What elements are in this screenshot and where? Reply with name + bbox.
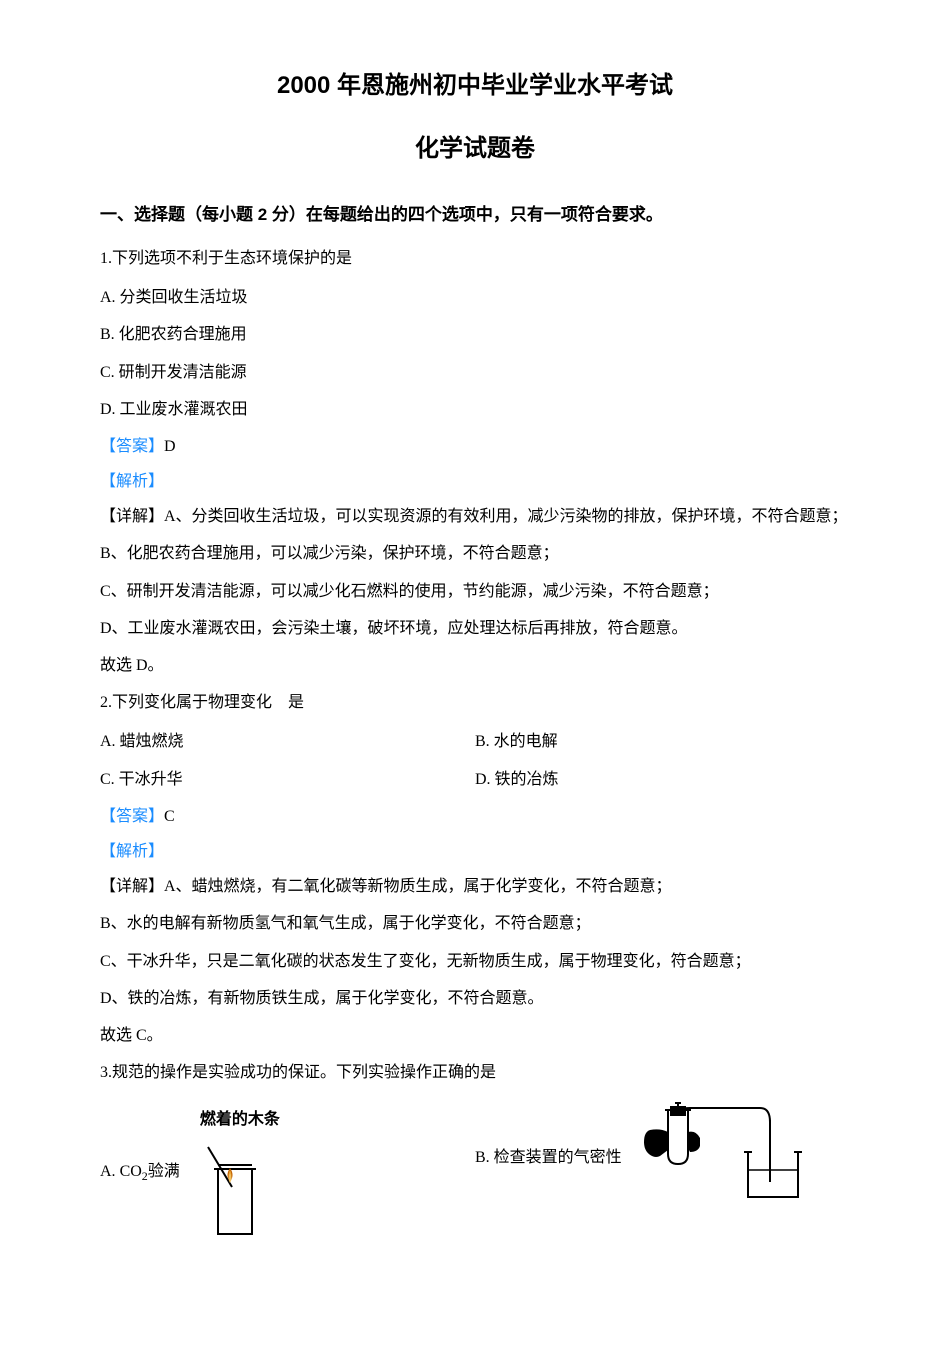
q1-analysis-label: 【解析】	[100, 464, 850, 499]
q1-answer-label: 【答案】	[100, 438, 164, 455]
q1-option-c: C. 研制开发清洁能源	[100, 355, 850, 390]
airtightness-setup-icon	[630, 1102, 810, 1212]
q2-answer: C	[164, 808, 175, 825]
q2-explain-d: D、铁的冶炼，有新物质铁生成，属于化学变化，不符合题意。	[100, 981, 850, 1016]
bottle-with-stick-icon	[200, 1141, 270, 1241]
q1-conclusion: 故选 D。	[100, 648, 850, 683]
q2-option-a: A. 蜡烛燃烧	[100, 724, 475, 759]
q3-diagram-a: 燃着的木条	[200, 1102, 280, 1241]
q3-option-b-text: B. 检查装置的气密性	[475, 1140, 622, 1175]
q2-explain-b: B、水的电解有新物质氢气和氧气生成，属于化学变化，不符合题意；	[100, 906, 850, 941]
q1-option-b: B. 化肥农药合理施用	[100, 317, 850, 352]
q2-conclusion: 故选 C。	[100, 1018, 850, 1053]
q2-option-c: C. 干冰升华	[100, 762, 475, 797]
q1-answer-line: 【答案】D	[100, 429, 850, 464]
q1-explain-b: B、化肥农药合理施用，可以减少污染，保护环境，不符合题意；	[100, 536, 850, 571]
q3-diagram-a-label: 燃着的木条	[200, 1102, 280, 1137]
exam-title-main: 2000 年恩施州初中毕业学业水平考试	[100, 60, 850, 113]
q2-option-d: D. 铁的冶炼	[475, 762, 850, 797]
q1-stem: 1.下列选项不利于生态环境保护的是	[100, 241, 850, 276]
q1-answer: D	[164, 438, 176, 455]
q2-explain-c: C、干冰升华，只是二氧化碳的状态发生了变化，无新物质生成，属于物理变化，符合题意…	[100, 944, 850, 979]
q1-option-a: A. 分类回收生活垃圾	[100, 280, 850, 315]
section-1-header: 一、选择题（每小题 2 分）在每题给出的四个选项中，只有一项符合要求。	[100, 196, 850, 233]
q2-explain-a: 【详解】A、蜡烛燃烧，有二氧化碳等新物质生成，属于化学变化，不符合题意；	[100, 869, 850, 904]
q3-stem: 3.规范的操作是实验成功的保证。下列实验操作正确的是	[100, 1055, 850, 1090]
q3-diagram-b	[630, 1102, 810, 1212]
q2-analysis-label: 【解析】	[100, 834, 850, 869]
q1-explain-c: C、研制开发清洁能源，可以减少化石燃料的使用，节约能源，减少污染，不符合题意；	[100, 574, 850, 609]
q2-stem: 2.下列变化属于物理变化 是	[100, 685, 850, 720]
exam-title-sub: 化学试题卷	[100, 123, 850, 176]
q1-explain-a: 【详解】A、分类回收生活垃圾，可以实现资源的有效利用，减少污染物的排放，保护环境…	[100, 499, 850, 534]
q3-option-a-text: A. CO2验满	[100, 1154, 180, 1190]
q2-answer-line: 【答案】C	[100, 799, 850, 834]
q2-option-b: B. 水的电解	[475, 724, 850, 759]
q1-option-d: D. 工业废水灌溉农田	[100, 392, 850, 427]
q1-explain-d: D、工业废水灌溉农田，会污染土壤，破坏环境，应处理达标后再排放，符合题意。	[100, 611, 850, 646]
q2-answer-label: 【答案】	[100, 808, 164, 825]
